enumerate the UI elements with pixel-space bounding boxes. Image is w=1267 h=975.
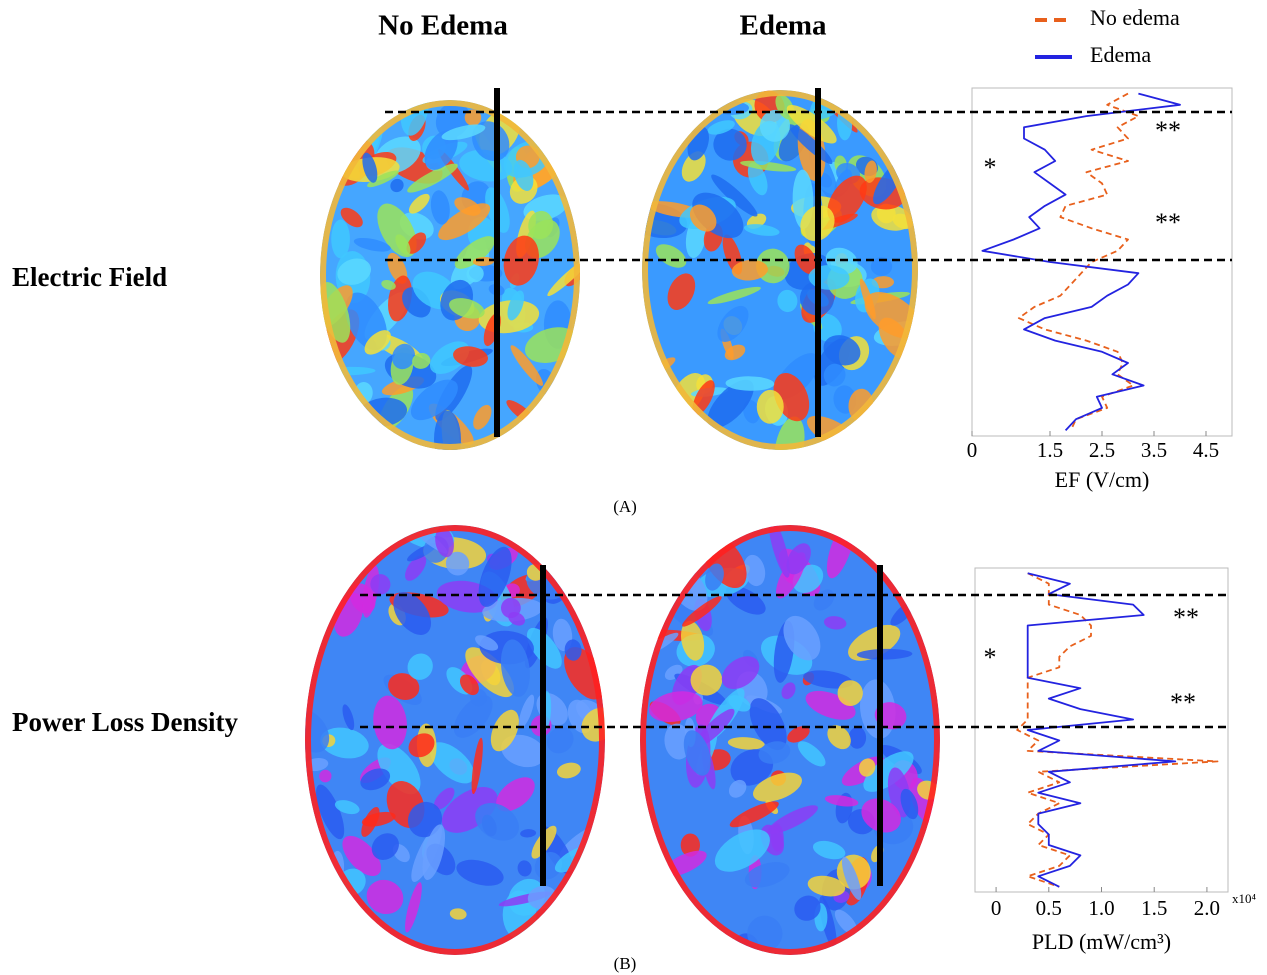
annotation: ** — [1173, 603, 1199, 632]
brain-images — [280, 78, 941, 961]
x-axis-label: EF (V/cm) — [1055, 467, 1150, 492]
x-tick-label: 3.5 — [1141, 438, 1167, 462]
annotation: * — [984, 153, 997, 182]
row-label: Power Loss Density — [12, 707, 238, 737]
annotation: ** — [1155, 208, 1181, 237]
annotation: ** — [1155, 116, 1181, 145]
brain — [280, 507, 622, 955]
profile-line — [982, 94, 1180, 431]
legend-label: Edema — [1090, 42, 1151, 67]
column-title: No Edema — [378, 10, 508, 42]
annotation: ** — [1170, 688, 1196, 717]
profile-line — [1028, 573, 1176, 887]
x-multiplier: x10⁴ — [1232, 891, 1257, 906]
brain — [311, 78, 593, 468]
column-title: Edema — [740, 10, 828, 42]
brain — [625, 80, 930, 478]
x-tick-label: 0 — [967, 438, 978, 462]
x-tick-label: 4.5 — [1193, 438, 1219, 462]
panel-label: (A) — [613, 497, 637, 516]
brain-texture — [331, 219, 350, 258]
x-tick-label: 1.5 — [1141, 896, 1167, 920]
x-tick-label: 1.0 — [1088, 896, 1114, 920]
x-tick-label: 1.5 — [1037, 438, 1063, 462]
page: {"column_titles": ["No Edema", "Edema"],… — [0, 0, 1267, 975]
panel-label: (B) — [614, 954, 637, 973]
profile-line — [1019, 94, 1139, 431]
annotation: * — [984, 643, 997, 672]
x-tick-label: 2.5 — [1089, 438, 1115, 462]
legend-label: No edema — [1090, 5, 1180, 30]
row-label: Electric Field — [12, 262, 167, 292]
x-axis-label: PLD (mW/cm³) — [1032, 929, 1171, 954]
x-tick-label: 2.0 — [1194, 896, 1220, 920]
figure: No Edema Edema Electric Field Power Loss… — [0, 0, 1267, 975]
x-tick-label: 0.5 — [1036, 896, 1062, 920]
x-tick-label: 0 — [991, 896, 1002, 920]
brain — [640, 515, 942, 961]
brain-texture — [434, 411, 461, 468]
plot-frame — [972, 88, 1232, 436]
